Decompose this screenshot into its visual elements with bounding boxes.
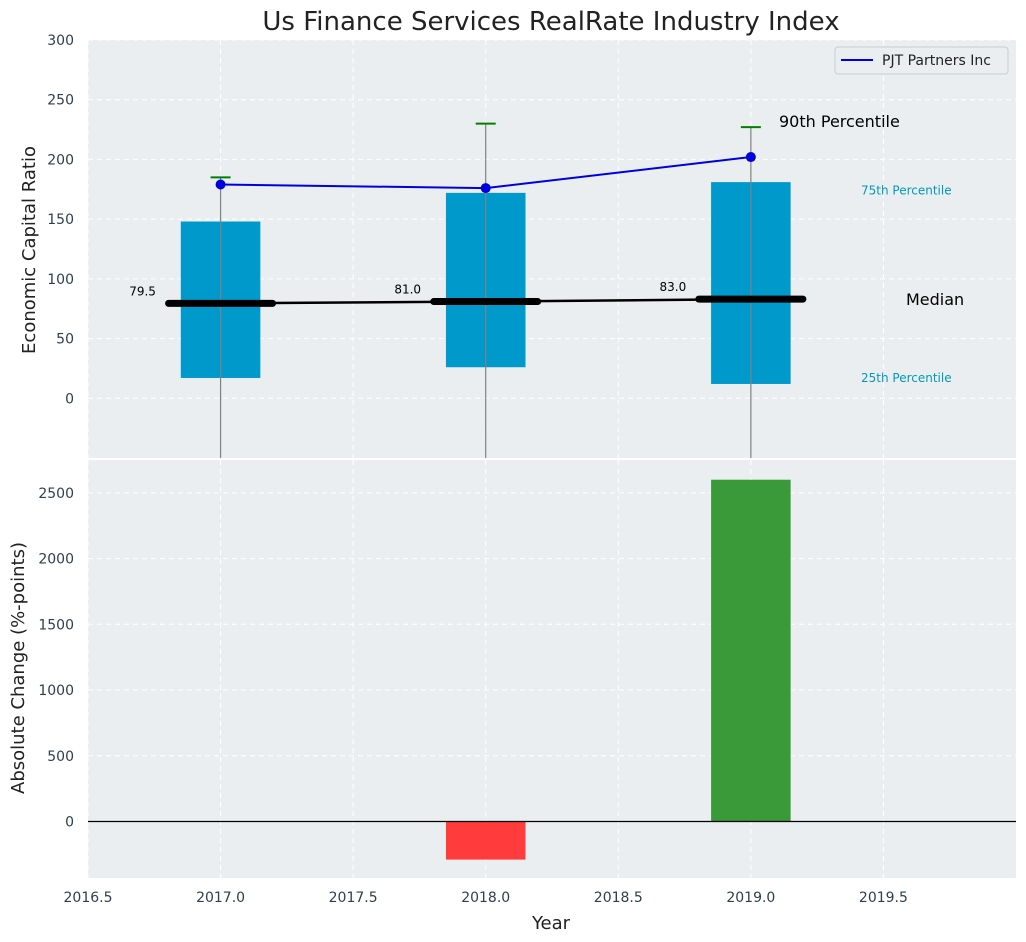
median-value-label: 79.5 [129,284,156,298]
top-panel: 0 50 100 150 200 250 300 79.5 81.0 83.0 90th Perce… [47,33,1016,458]
change-bar-2019 [711,479,791,822]
bottom-y-axis-label: Absolute Change (%-points) [8,542,29,794]
x-tick-label: 2017.0 [196,890,245,906]
bottom-panel: 0 500 1000 1500 2000 2500 2016.5 2017.0 2017.5 20… [38,458,1016,906]
bottom-y-tick-label: 0 [65,814,74,830]
x-tick-label: 2018.5 [594,890,643,906]
annotation-median: Median [906,290,964,309]
chart-title: Us Finance Services RealRate Industry In… [262,7,839,37]
x-tick-label: 2019.5 [859,890,908,906]
median-trend-line [220,297,751,305]
bottom-y-tick-label: 1000 [38,683,74,699]
top-y-axis-label: Economic Capital Ratio [19,146,40,354]
bottom-y-tick-label: 500 [47,749,74,765]
x-tick-label: 2017.5 [329,890,378,906]
company-point-2018 [480,183,491,194]
company-point-2017 [215,179,226,190]
top-y-tick-label: 200 [47,152,74,168]
median-value-label: 83.0 [659,280,686,294]
top-y-tick-label: 50 [56,332,74,348]
bottom-y-tick-label: 1500 [38,617,74,633]
top-y-tick-label: 0 [65,391,74,407]
x-axis-label: Year [531,913,571,934]
top-y-tick-label: 100 [47,272,74,288]
annotation-p90: 90th Percentile [779,112,900,131]
annotation-p75: 75th Percentile [861,183,952,197]
change-bar-2018 [445,821,526,860]
bottom-plot-area [88,460,1016,878]
x-tick-label: 2018.0 [461,890,510,906]
top-y-tick-label: 300 [47,33,74,49]
top-y-tick-label: 250 [47,93,74,109]
legend-label: PJT Partners Inc [882,53,991,69]
median-value-label: 81.0 [394,283,421,297]
annotation-p25: 25th Percentile [861,371,952,385]
bottom-y-tick-label: 2500 [38,486,74,502]
top-y-tick-label: 150 [47,212,74,228]
bottom-y-tick-label: 2000 [38,552,74,568]
company-point-2019 [745,152,756,163]
x-tick-label: 2016.5 [64,890,113,906]
legend: PJT Partners Inc [834,46,1009,75]
x-tick-label: 2019.0 [726,890,775,906]
legend-box [834,46,1009,75]
